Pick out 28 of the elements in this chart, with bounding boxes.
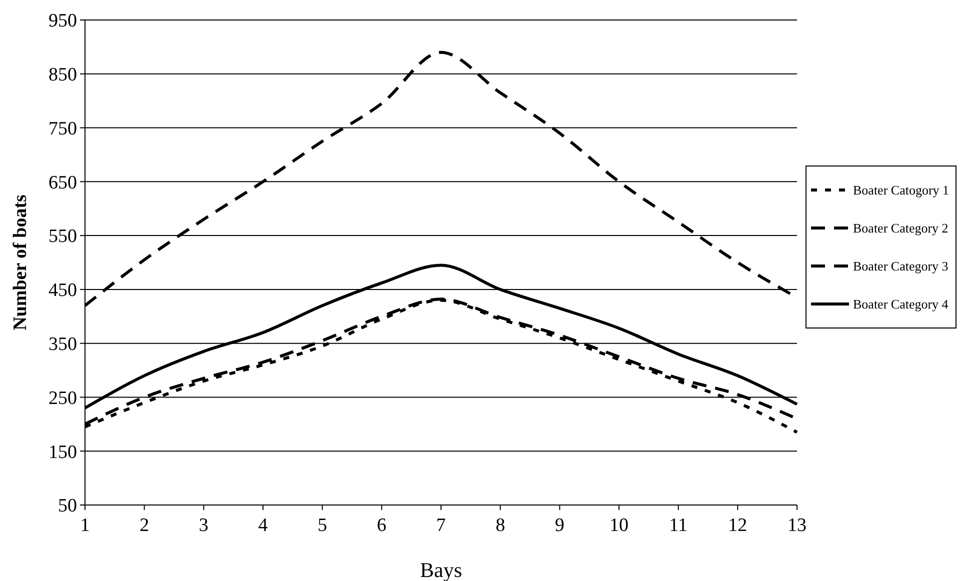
x-tick-label: 12	[728, 515, 748, 536]
legend-label: Boater Category 4	[853, 296, 949, 312]
x-tick-label: 2	[140, 515, 150, 536]
y-tick-label: 450	[48, 280, 77, 302]
legend-label: Boater Category 2	[853, 220, 948, 236]
x-tick-label: 13	[788, 515, 806, 536]
y-tick-label: 750	[48, 118, 77, 140]
x-tick-label: 1	[80, 515, 90, 536]
x-tick-label: 6	[376, 515, 386, 536]
legend-label: Boater Category 3	[853, 258, 948, 274]
x-tick-label: 9	[554, 515, 564, 536]
y-tick-label: 50	[58, 496, 77, 517]
x-tick-label: 5	[318, 515, 328, 536]
x-tick-label: 11	[669, 515, 688, 536]
y-tick-label: 250	[48, 388, 77, 409]
x-tick-label: 4	[258, 515, 268, 536]
y-tick-label: 150	[48, 442, 77, 463]
y-axis-title: Number of boats	[10, 194, 31, 330]
x-tick-label: 3	[198, 515, 208, 536]
x-tick-label: 10	[610, 515, 628, 536]
y-tick-label: 950	[48, 10, 77, 32]
legend-label: Boater Catogory 1	[853, 182, 950, 198]
x-tick-label: 8	[496, 515, 506, 536]
y-tick-label: 550	[48, 226, 77, 248]
y-tick-label: 350	[48, 334, 77, 355]
x-tick-label: 7	[436, 515, 446, 536]
y-tick-label: 850	[48, 64, 77, 86]
y-tick-label: 650	[48, 172, 77, 194]
